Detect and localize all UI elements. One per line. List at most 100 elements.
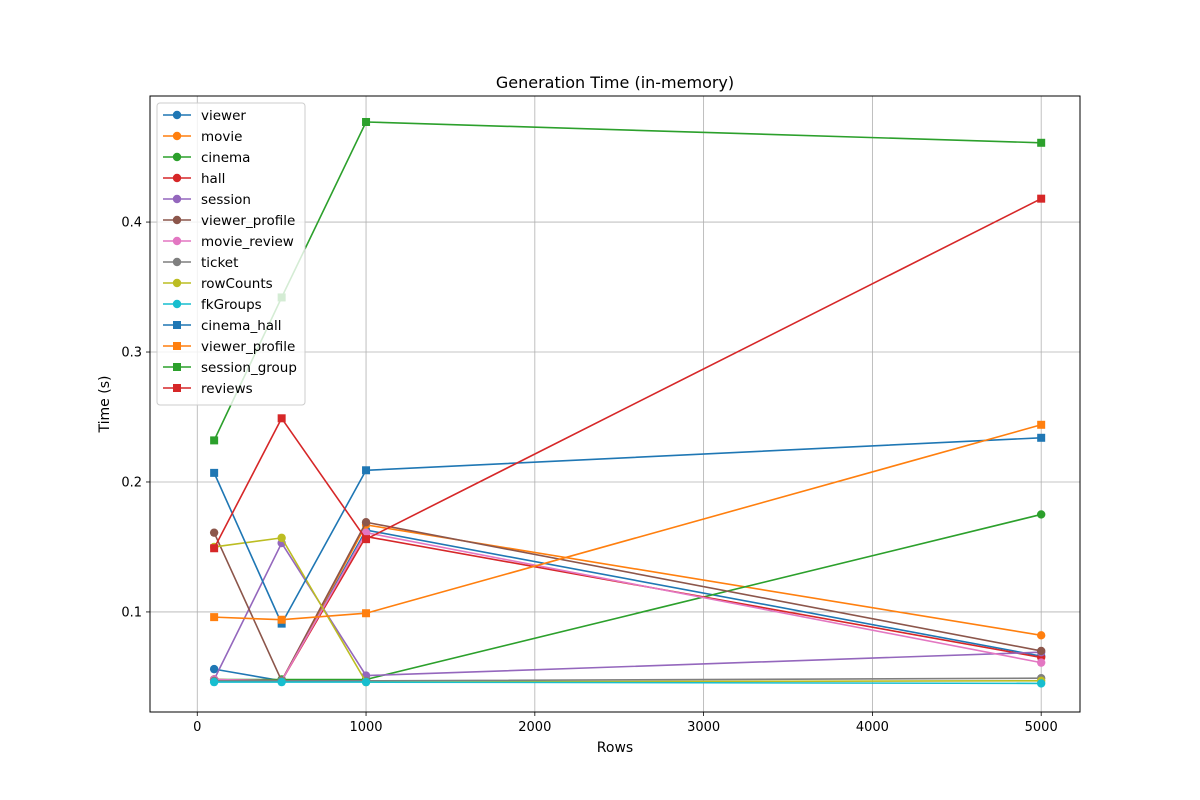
plot-frame bbox=[149, 95, 1081, 713]
data-point bbox=[361, 528, 371, 537]
legend-label: viewer_profile bbox=[201, 213, 295, 229]
x-tick-label: 2000 bbox=[518, 720, 551, 735]
legend-item: viewer bbox=[163, 108, 246, 124]
data-point bbox=[1037, 194, 1046, 203]
legend-box bbox=[156, 102, 306, 406]
y-tick-label: 0.4 bbox=[121, 216, 142, 231]
data-point bbox=[1037, 433, 1046, 442]
legend-label: session_group bbox=[201, 360, 297, 376]
data-point bbox=[209, 528, 219, 537]
series-reviews bbox=[210, 194, 1046, 553]
legend-item: reviews bbox=[163, 381, 253, 397]
legend: viewer movie cinema hall session viewer_profi… bbox=[156, 102, 306, 406]
legend-marker bbox=[172, 257, 182, 267]
legend-marker bbox=[172, 173, 182, 183]
legend-item: rowCounts bbox=[163, 276, 273, 292]
legend-label: viewer bbox=[201, 108, 246, 124]
data-point bbox=[1037, 138, 1046, 147]
legend-item: hall bbox=[163, 171, 225, 187]
data-point bbox=[210, 436, 219, 445]
data-point bbox=[277, 414, 286, 423]
x-axis-label: Rows bbox=[597, 740, 633, 756]
legend-item: movie_review bbox=[163, 234, 294, 250]
data-point bbox=[1036, 631, 1046, 640]
y-axis-label: Time (s) bbox=[97, 376, 113, 434]
series-line bbox=[214, 424, 1042, 621]
legend-label: cinema_hall bbox=[201, 318, 282, 334]
legend-label: movie_review bbox=[201, 234, 294, 250]
legend-item: viewer_profile bbox=[163, 339, 295, 355]
legend-marker bbox=[172, 194, 182, 204]
y-tick-label: 0.1 bbox=[121, 605, 142, 620]
data-point bbox=[361, 677, 371, 687]
legend-item: movie bbox=[163, 129, 242, 145]
x-tick-label: 0 bbox=[193, 720, 201, 735]
legend-label: cinema bbox=[201, 150, 250, 166]
series-line bbox=[213, 521, 1042, 682]
legend-item: cinema_hall bbox=[163, 318, 282, 334]
legend-item: cinema bbox=[163, 150, 250, 166]
series-fkGroups bbox=[209, 677, 1046, 688]
chart-title: Generation Time (in-memory) bbox=[496, 73, 734, 92]
legend-marker bbox=[173, 363, 181, 371]
legend-marker bbox=[172, 299, 182, 309]
legend-marker bbox=[173, 384, 181, 392]
data-point bbox=[1037, 420, 1046, 429]
legend-item: viewer_profile bbox=[163, 213, 295, 229]
x-tick-label: 1000 bbox=[349, 720, 382, 735]
legend-marker bbox=[172, 110, 182, 120]
data-point bbox=[210, 468, 219, 477]
data-point bbox=[210, 613, 219, 622]
legend-item: session bbox=[163, 192, 251, 208]
y-tick-label: 0.2 bbox=[121, 475, 142, 490]
series-line bbox=[213, 436, 1042, 625]
series-line bbox=[214, 677, 1042, 682]
legend-marker bbox=[173, 342, 181, 350]
series-line bbox=[213, 197, 1042, 549]
series-layer bbox=[209, 117, 1046, 688]
y-axis: 0.1 0.2 0.3 0.4 bbox=[121, 216, 150, 620]
legend-label: viewer_profile bbox=[201, 339, 295, 355]
data-point bbox=[277, 533, 286, 543]
data-point bbox=[362, 609, 371, 618]
legend-item: session_group bbox=[163, 360, 297, 376]
legend-label: reviews bbox=[201, 381, 253, 397]
legend-marker bbox=[172, 215, 182, 225]
legend-label: hall bbox=[201, 171, 225, 187]
legend-item: ticket bbox=[163, 255, 238, 271]
data-point bbox=[277, 615, 286, 624]
x-tick-label: 4000 bbox=[856, 720, 889, 735]
legend-marker bbox=[172, 131, 182, 141]
legend-item: fkGroups bbox=[163, 297, 262, 313]
legend-label: rowCounts bbox=[201, 276, 273, 292]
legend-marker bbox=[172, 152, 182, 162]
legend-label: movie bbox=[201, 129, 242, 145]
data-point bbox=[362, 117, 371, 126]
data-point bbox=[209, 664, 219, 674]
data-point bbox=[1036, 646, 1046, 656]
data-point bbox=[210, 544, 219, 553]
data-point bbox=[1036, 679, 1046, 688]
y-tick-label: 0.3 bbox=[121, 346, 142, 361]
legend-marker bbox=[172, 278, 182, 288]
data-point bbox=[1036, 658, 1046, 667]
legend-marker bbox=[173, 321, 181, 329]
data-point bbox=[361, 518, 371, 527]
legend-label: fkGroups bbox=[201, 297, 262, 313]
series-viewer-profile bbox=[210, 420, 1046, 624]
series-viewer-profile bbox=[209, 518, 1046, 686]
legend-label: session bbox=[201, 192, 251, 208]
data-point bbox=[209, 677, 219, 687]
x-tick-label: 3000 bbox=[687, 720, 720, 735]
legend-label: ticket bbox=[201, 255, 238, 271]
data-point bbox=[277, 677, 286, 687]
data-point bbox=[1036, 510, 1046, 519]
x-tick-label: 5000 bbox=[1025, 720, 1058, 735]
x-axis: 0 1000 2000 3000 4000 5000 bbox=[193, 712, 1058, 735]
legend-marker bbox=[172, 236, 182, 246]
data-point bbox=[362, 466, 371, 475]
data-point bbox=[362, 535, 371, 544]
series-line bbox=[214, 537, 1042, 683]
series-line bbox=[214, 681, 1042, 685]
